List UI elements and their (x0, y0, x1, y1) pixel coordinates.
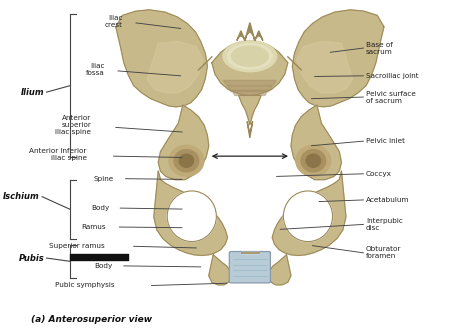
Polygon shape (237, 31, 245, 41)
Polygon shape (116, 10, 208, 107)
Text: Ramus: Ramus (82, 224, 106, 230)
Text: Body: Body (94, 263, 112, 269)
Polygon shape (239, 95, 261, 125)
Polygon shape (292, 10, 384, 107)
Ellipse shape (228, 44, 272, 69)
Text: (a) Anterosuperior view: (a) Anterosuperior view (31, 315, 152, 324)
Ellipse shape (174, 150, 199, 172)
Polygon shape (247, 122, 253, 138)
Text: Acetabulum: Acetabulum (366, 197, 410, 203)
Ellipse shape (301, 150, 326, 172)
Ellipse shape (306, 154, 320, 167)
FancyBboxPatch shape (229, 252, 271, 283)
Text: Pelvic inlet: Pelvic inlet (366, 138, 405, 144)
Text: Pelvic surface
of sacrum: Pelvic surface of sacrum (366, 91, 416, 104)
Ellipse shape (179, 154, 193, 167)
Polygon shape (297, 42, 353, 93)
Text: Spine: Spine (93, 176, 114, 182)
Polygon shape (228, 86, 272, 92)
Ellipse shape (167, 191, 216, 241)
Ellipse shape (223, 41, 277, 72)
Polygon shape (147, 42, 203, 93)
Ellipse shape (231, 46, 268, 66)
Polygon shape (272, 171, 346, 256)
Polygon shape (291, 105, 341, 180)
Text: Ilium: Ilium (21, 88, 44, 97)
Polygon shape (223, 80, 277, 86)
Polygon shape (154, 171, 228, 256)
Text: Superior ramus: Superior ramus (49, 243, 105, 249)
Polygon shape (241, 252, 259, 254)
Text: Interpubic
disc: Interpubic disc (366, 218, 403, 231)
Polygon shape (269, 255, 291, 285)
Ellipse shape (296, 145, 331, 176)
Text: Body: Body (91, 205, 109, 211)
Polygon shape (212, 41, 288, 95)
Polygon shape (209, 255, 231, 285)
Text: Pubic symphysis: Pubic symphysis (55, 282, 115, 289)
Text: Iliac
fossa: Iliac fossa (86, 63, 105, 76)
Text: Anterior inferior
iliac spine: Anterior inferior iliac spine (29, 148, 87, 161)
Text: Base of
sacrum: Base of sacrum (366, 42, 393, 54)
Ellipse shape (283, 191, 333, 241)
Text: Pubis: Pubis (18, 254, 44, 262)
Text: Obturator
foramen: Obturator foramen (366, 246, 401, 259)
Text: Coccyx: Coccyx (366, 171, 392, 177)
Polygon shape (255, 31, 263, 41)
Ellipse shape (169, 145, 204, 176)
Text: Ischium: Ischium (3, 192, 40, 201)
Polygon shape (158, 105, 209, 180)
Polygon shape (245, 23, 255, 41)
Text: Iliac
crest: Iliac crest (104, 15, 122, 29)
Polygon shape (232, 90, 268, 95)
Text: Anterior
superior
iliac spine: Anterior superior iliac spine (55, 115, 91, 135)
Text: Sacroiliac joint: Sacroiliac joint (366, 73, 419, 79)
